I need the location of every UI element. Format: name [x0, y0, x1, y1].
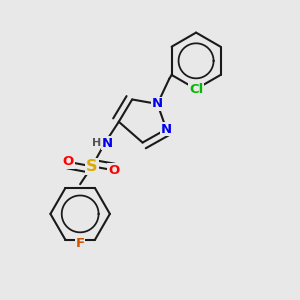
Text: N: N: [152, 98, 163, 110]
Text: O: O: [63, 155, 74, 168]
Text: Cl: Cl: [189, 82, 203, 96]
Text: H: H: [92, 138, 101, 148]
Text: F: F: [76, 237, 85, 250]
Text: N: N: [102, 137, 113, 150]
Text: O: O: [108, 164, 119, 177]
Text: N: N: [161, 123, 172, 136]
Text: S: S: [86, 159, 98, 174]
